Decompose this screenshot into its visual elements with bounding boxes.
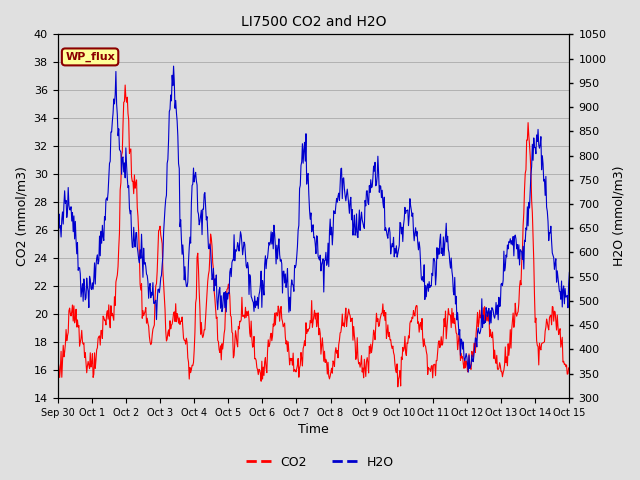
Text: WP_flux: WP_flux xyxy=(65,52,115,62)
Legend: CO2, H2O: CO2, H2O xyxy=(241,451,399,474)
Title: LI7500 CO2 and H2O: LI7500 CO2 and H2O xyxy=(241,15,386,29)
Y-axis label: CO2 (mmol/m3): CO2 (mmol/m3) xyxy=(15,166,28,266)
Y-axis label: H2O (mmol/m3): H2O (mmol/m3) xyxy=(612,166,625,266)
X-axis label: Time: Time xyxy=(298,423,329,436)
